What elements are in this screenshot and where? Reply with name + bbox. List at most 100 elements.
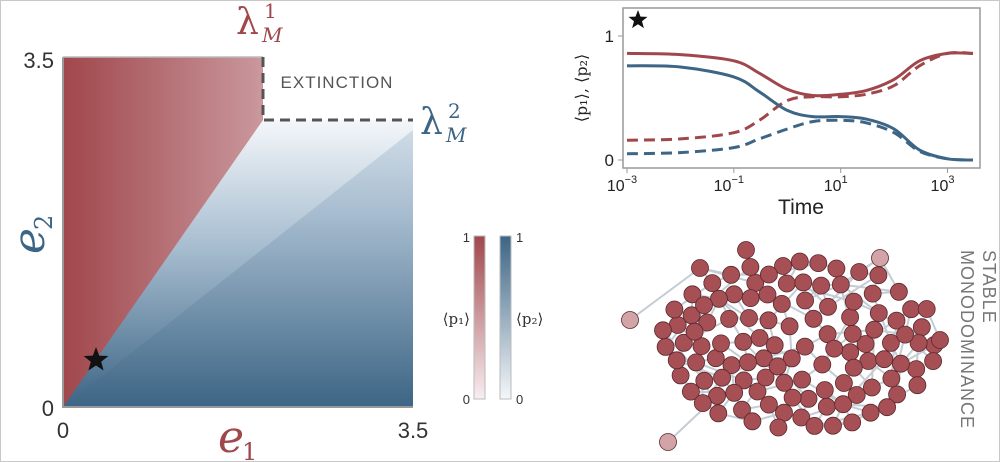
network-node <box>924 352 942 371</box>
network-node <box>733 400 751 419</box>
timeseries-chart: 10−3 10−1 101 103 10 Time ⟨p₁⟩, ⟨p₂⟩ <box>572 7 981 219</box>
network-node <box>907 360 926 379</box>
timeseries-y-ticks: 10 <box>605 27 623 170</box>
network-node <box>796 291 814 310</box>
network-node <box>703 274 722 293</box>
network-node <box>772 294 791 313</box>
network-node <box>665 300 684 319</box>
colorbar-p2 <box>499 235 512 400</box>
network-node <box>887 311 906 330</box>
network-node <box>863 284 882 303</box>
network-node <box>843 324 862 343</box>
network-node <box>844 292 863 311</box>
network-side-label: STABLE MONODOMINANCE <box>957 250 999 429</box>
network-node <box>861 403 880 422</box>
network-node <box>888 385 906 404</box>
svg-text:1: 1 <box>264 0 277 23</box>
network-node <box>805 416 824 435</box>
network-node <box>748 382 767 401</box>
side-label-line1: STABLE <box>979 250 999 324</box>
network-node <box>740 309 758 327</box>
network-node <box>909 334 928 352</box>
extinction-boundary <box>261 57 413 122</box>
network-node <box>896 325 914 344</box>
network-node <box>847 386 866 404</box>
network-node <box>656 337 675 356</box>
network-node <box>692 337 711 356</box>
svg-text:λ: λ <box>236 2 259 43</box>
network-node <box>734 332 753 351</box>
network-node <box>804 309 823 328</box>
colorbar-p1-label: ⟨p₁⟩ <box>443 310 470 328</box>
network-node <box>709 404 728 423</box>
network-node <box>654 321 672 340</box>
timeseries-lines <box>626 50 974 162</box>
network-node <box>743 412 762 431</box>
network-node <box>841 308 859 327</box>
network-node <box>792 408 811 427</box>
network-node <box>758 285 777 304</box>
network-node <box>844 358 863 377</box>
network-node <box>819 297 837 316</box>
network-node <box>813 355 832 374</box>
network-edge <box>814 411 871 427</box>
phase-diagram: 3.5 0 0 3.5 EXTINCTION e 1 e 2 λ 1 M λ 2… <box>4 0 467 462</box>
network-node <box>815 381 834 399</box>
network-node <box>794 273 813 292</box>
svg-text:λ: λ <box>420 102 443 143</box>
series-line-2 <box>626 64 974 162</box>
x-tick-label-2: 101 <box>824 174 848 195</box>
timeseries-y-label: ⟨p₁⟩, ⟨p₂⟩ <box>572 54 591 122</box>
colorbar-p2-min: 0 <box>516 392 523 407</box>
y-tick-label-1: 0 <box>605 151 614 170</box>
colorbar-p1-min: 0 <box>463 392 470 407</box>
network-node <box>687 353 705 372</box>
x-tick-min: 0 <box>57 418 69 443</box>
y-tick-min: 0 <box>42 396 54 421</box>
colorbar-p2-label: ⟨p₂⟩ <box>516 310 543 328</box>
network-node <box>741 289 760 308</box>
network-node <box>890 282 908 301</box>
network-node <box>796 337 814 356</box>
lambda-1-label: λ 1 M <box>236 0 283 47</box>
network-node <box>824 416 842 435</box>
network-graph <box>621 241 949 451</box>
y-axis-label: e 2 <box>4 215 58 254</box>
network-node <box>841 343 860 362</box>
network-node <box>908 376 927 395</box>
network-node <box>695 371 714 390</box>
network-node <box>831 275 850 294</box>
colorbar-p1 <box>473 235 486 400</box>
network-node <box>902 300 920 319</box>
network-node <box>708 386 726 405</box>
network-node <box>725 383 744 402</box>
network-node <box>682 382 700 401</box>
network-node <box>863 378 881 397</box>
network-node <box>698 313 717 332</box>
network-node <box>777 274 796 293</box>
network-edge <box>629 267 701 321</box>
network-node <box>856 335 875 353</box>
timeseries-x-ticks: 10−3 10−1 101 103 <box>607 168 955 195</box>
network-node <box>793 370 811 389</box>
network-node <box>782 349 801 368</box>
colorbar-p2-max: 1 <box>516 230 523 245</box>
svg-text:2: 2 <box>448 99 461 123</box>
y-tick-max: 3.5 <box>23 48 54 73</box>
network-node <box>739 353 757 372</box>
x-tick-label-3: 103 <box>931 174 955 195</box>
network-node <box>931 331 949 349</box>
network-node <box>783 388 802 407</box>
network-node <box>878 398 896 417</box>
svg-text:M: M <box>445 123 467 147</box>
blue-region-upper <box>63 120 413 407</box>
network-node <box>775 373 794 392</box>
network-node <box>774 257 792 275</box>
network-node <box>712 334 730 353</box>
side-label-line2: MONODOMINANCE <box>957 250 977 429</box>
network-node <box>850 263 869 281</box>
series-line-0 <box>626 51 974 98</box>
network-edge <box>827 274 879 308</box>
network-node <box>834 395 852 414</box>
